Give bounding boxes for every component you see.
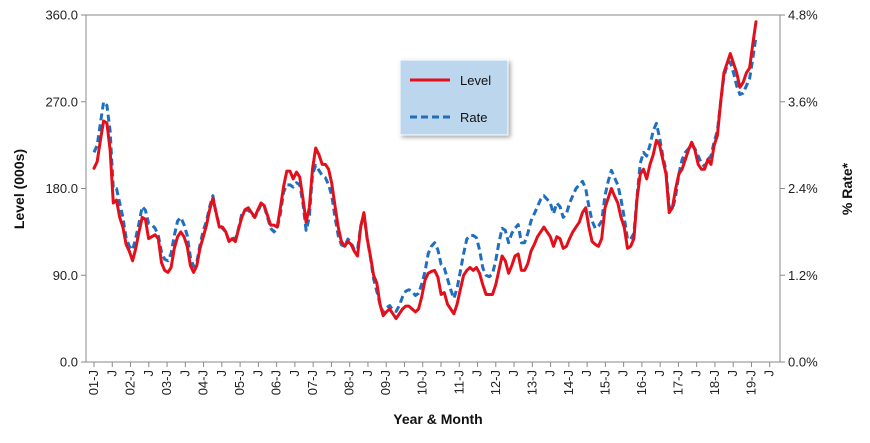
x-tick-label: J: [762, 370, 777, 377]
x-tick-label: J: [433, 370, 448, 377]
x-tick-label: J: [287, 370, 302, 377]
x-tick-label: J: [141, 370, 156, 377]
y-right-tick-label: 1.2%: [788, 268, 818, 283]
x-tick-label: J: [689, 370, 704, 377]
x-tick-label: J: [506, 370, 521, 377]
y-left-tick-label: 270.0: [45, 94, 78, 109]
x-tick-label: J: [616, 370, 631, 377]
x-tick-label: J: [725, 370, 740, 377]
y-axis-right-title: % Rate*: [839, 162, 855, 215]
x-tick-label: 18-J: [707, 370, 722, 395]
x-tick-label: J: [543, 370, 558, 377]
x-tick-label: 09-J: [378, 370, 393, 395]
x-tick-label: J: [396, 370, 411, 377]
x-tick-label: 19-J: [743, 370, 758, 395]
x-tick-label: J: [323, 370, 338, 377]
axes: 0.0 90.0 180.0 270.0 360.0 0.0% 1.2% 2.4% 3.6% 4.…: [45, 8, 818, 396]
x-tick-label: J: [214, 370, 229, 377]
y-right-tick-label: 3.6%: [788, 94, 818, 109]
legend: Level Rate: [399, 59, 509, 136]
x-tick-label: 05-J: [232, 370, 247, 395]
x-tick-label: J: [360, 370, 375, 377]
y-right-tick-label: 0.0%: [788, 355, 818, 370]
y-left-tick-label: 90.0: [53, 268, 78, 283]
legend-level-label: Level: [460, 73, 491, 88]
series-line-level: [92, 20, 758, 321]
x-tick-label: 02-J: [123, 370, 138, 395]
x-tick-label: 11-J: [451, 370, 466, 394]
x-tick-label: 16-J: [634, 370, 649, 395]
x-tick-label: J: [652, 370, 667, 377]
y-right-tick-label: 2.4%: [788, 181, 818, 196]
legend-rate-label: Rate: [460, 110, 487, 125]
x-tick-label: 12-J: [488, 370, 503, 395]
x-tick-label: 10-J: [415, 370, 430, 395]
y-right-tick-label: 4.8%: [788, 8, 818, 23]
x-tick-label: 07-J: [305, 370, 320, 395]
series-layer: [92, 20, 758, 321]
x-tick-label: J: [250, 370, 265, 377]
x-tick-label: 01-J: [86, 370, 101, 395]
x-tick-label: 17-J: [670, 370, 685, 395]
y-left-tick-label: 180.0: [45, 181, 78, 196]
x-tick-label: J: [579, 370, 594, 377]
x-tick-label: 06-J: [269, 370, 284, 395]
x-tick-label: 08-J: [342, 370, 357, 395]
y-left-tick-label: 0.0: [60, 355, 78, 370]
x-axis-title: Year & Month: [393, 411, 482, 427]
x-tick-label: J: [104, 370, 119, 377]
legend-box: [399, 59, 509, 136]
x-tick-label: 04-J: [196, 370, 211, 395]
x-tick-label: J: [470, 370, 485, 377]
x-tick-label: 13-J: [524, 370, 539, 395]
x-tick-label: 03-J: [159, 370, 174, 395]
x-tick-label: 14-J: [561, 370, 576, 395]
x-tick-label: 15-J: [597, 370, 612, 395]
y-left-tick-label: 360.0: [45, 8, 78, 23]
y-axis-left-title: Level (000s): [11, 149, 27, 229]
x-tick-label: J: [177, 370, 192, 377]
